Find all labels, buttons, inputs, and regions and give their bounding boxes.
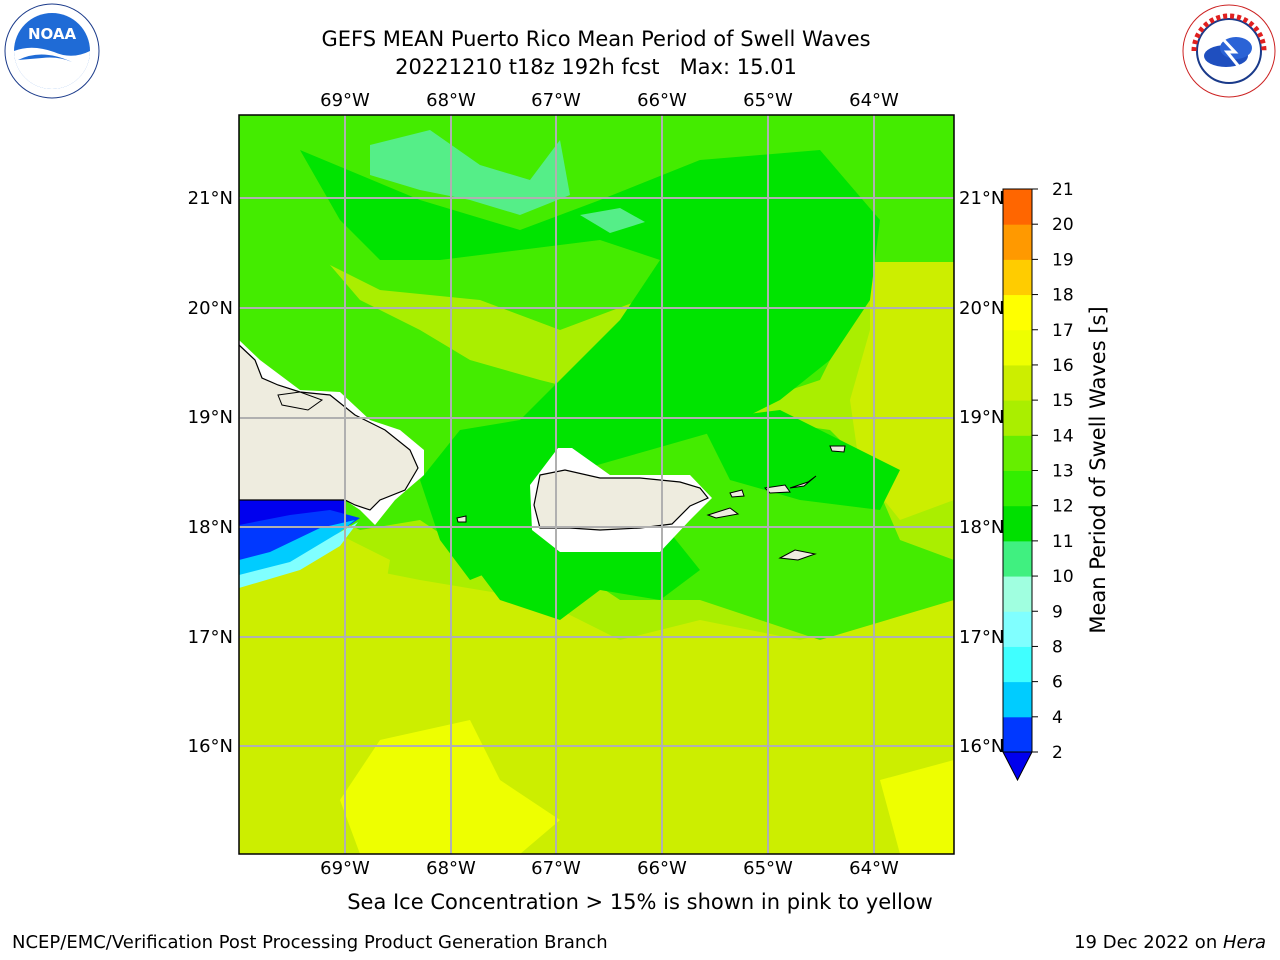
lat-label-right: 18°N [959,517,1004,538]
lat-label-left: 20°N [188,298,233,319]
footer-date-text: 19 Dec 2022 on [1074,932,1223,953]
lat-label-right: 17°N [959,627,1004,648]
lon-label-bottom: 64°W [849,858,899,879]
lon-label-bottom: 66°W [637,858,687,879]
colorbar-extend-arrow [1002,751,1033,782]
chart-subtitle: 20221210 t18z 192h fcst Max: 15.01 [395,55,797,79]
lon-label-top: 69°W [320,90,370,111]
nws-logo [1182,4,1276,98]
footer-credit: NCEP/EMC/Verification Post Processing Pr… [12,932,608,953]
colorbar-tick-label: 8 [1052,637,1063,657]
colorbar-tick-label: 17 [1052,321,1074,341]
colorbar-tick-label: 9 [1052,602,1063,622]
map-frame [238,114,955,855]
colorbar-segment [1003,294,1032,331]
colorbar-segment [1003,224,1032,260]
colorbar-segment [1003,611,1032,647]
colorbar-segment [1003,505,1032,542]
lat-label-right: 20°N [959,298,1004,319]
colorbar-tick-label: 10 [1052,567,1074,587]
colorbar-segment [1003,364,1032,401]
land-hispaniola [239,344,419,511]
field-green-dark [300,150,880,580]
noaa-logo: NOAA [4,3,100,99]
field-mint [370,130,570,215]
graticule [239,115,954,854]
footer-host: Hera [1222,932,1266,953]
lat-label-right: 21°N [959,188,1004,209]
lat-label-right: 19°N [959,407,1004,428]
colorbar-tick-label: 13 [1052,462,1074,482]
sea-ice-caption: Sea Ice Concentration > 15% is shown in … [347,890,933,914]
lat-label-left: 19°N [188,407,233,428]
colorbar-tick-label: 11 [1052,532,1074,552]
colorbar-tick-label: 21 [1052,180,1074,200]
colorbar-segment [1003,576,1032,612]
colorbar-segment [1003,470,1032,507]
lat-label-left: 17°N [188,627,233,648]
colorbar-tick-label: 19 [1052,250,1074,270]
noaa-logo-text: NOAA [28,25,77,43]
colorbar-segment [1003,259,1032,296]
lon-label-top: 67°W [531,90,581,111]
lon-label-top: 68°W [426,90,476,111]
colorbar-tick-label: 12 [1052,497,1074,517]
lon-label-bottom: 68°W [426,858,476,879]
colorbar-segment [1003,329,1032,366]
lon-label-top: 64°W [849,90,899,111]
colorbar-tick-label: 14 [1052,426,1074,446]
field-cyan [239,520,355,580]
lat-label-right: 16°N [959,736,1004,757]
lon-label-top: 65°W [743,90,793,111]
colorbar-tick-label: 2 [1052,743,1063,763]
colorbar-tick-label: 16 [1052,356,1074,376]
lon-labels-bottom: 69°W 68°W 67°W 66°W 65°W 64°W [320,858,899,879]
lon-labels-top: 69°W 68°W 67°W 66°W 65°W 64°W [320,90,899,111]
lat-labels-left: 21°N 20°N 19°N 18°N 17°N 16°N [188,188,233,757]
colorbar-tick-label: 6 [1052,673,1063,693]
colorbar: 21 20 19 18 17 16 15 14 13 12 11 10 9 8 6 4 2 [1002,180,1074,782]
lat-label-left: 18°N [188,517,233,538]
colorbar-label: Mean Period of Swell Waves [s] [1086,306,1110,633]
lon-label-top: 66°W [637,90,687,111]
colorbar-segment [1003,189,1032,225]
lat-labels-right: 21°N 20°N 19°N 18°N 17°N 16°N [959,188,1004,757]
swell-period-field [239,115,954,854]
colorbar-tick-label: 4 [1052,708,1063,728]
colorbar-tick-label: 18 [1052,286,1074,306]
colorbar-segment [1003,435,1032,471]
colorbar-segment [1003,716,1032,753]
chart-title: GEFS MEAN Puerto Rico Mean Period of Swe… [321,27,871,51]
colorbar-segment [1003,400,1032,436]
lat-label-left: 16°N [188,736,233,757]
footer-date: 19 Dec 2022 on Hera [1074,932,1266,953]
lon-label-bottom: 69°W [320,858,370,879]
lat-label-left: 21°N [188,188,233,209]
colorbar-tick-label: 15 [1052,391,1074,411]
lon-label-bottom: 67°W [531,858,581,879]
lon-label-bottom: 65°W [743,858,793,879]
colorbar-segment [1003,646,1032,683]
colorbar-segment [1003,540,1032,577]
colorbar-tick-label: 20 [1052,215,1074,235]
colorbar-segment [1003,681,1032,718]
